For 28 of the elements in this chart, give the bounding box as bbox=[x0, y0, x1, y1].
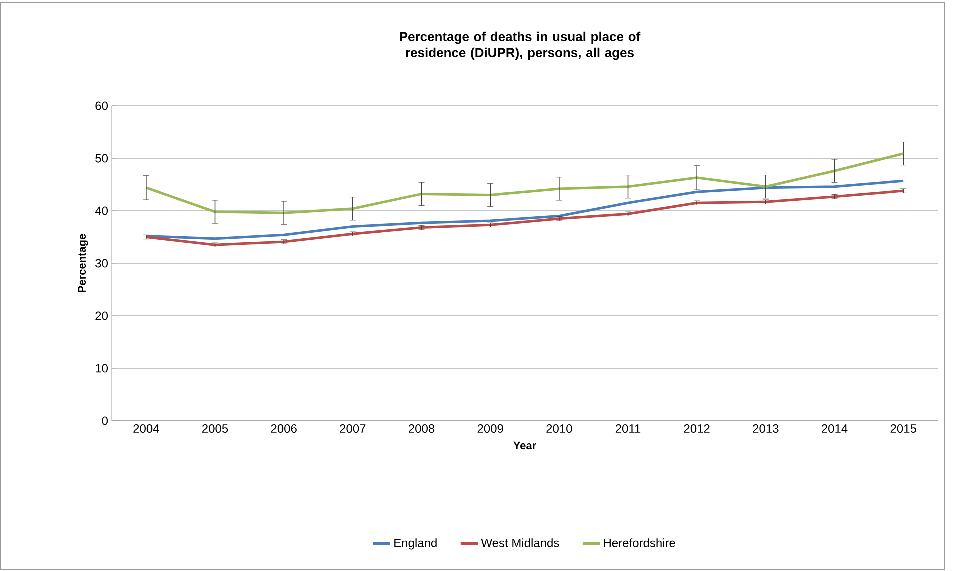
y-tick-label: 60 bbox=[96, 102, 108, 110]
x-tick-label: 2012 bbox=[684, 424, 710, 434]
legend-label: Herefordshire bbox=[604, 538, 676, 548]
y-tick-label: 40 bbox=[95, 206, 108, 216]
x-tick-label: 2005 bbox=[202, 424, 228, 434]
x-tick-label: 2014 bbox=[822, 424, 848, 434]
y-tick-label: 20 bbox=[96, 312, 108, 320]
x-tick-label: 2009 bbox=[478, 424, 504, 434]
x-tick-label: 2011 bbox=[616, 424, 641, 434]
x-tick-label: 2007 bbox=[340, 424, 366, 434]
legend-label: West Midlands bbox=[481, 538, 560, 548]
x-tick-label: 2004 bbox=[134, 424, 160, 434]
x-tick-label: 2008 bbox=[409, 424, 435, 434]
legend-label: England bbox=[394, 538, 437, 550]
x-tick-label: 2013 bbox=[753, 424, 779, 434]
x-tick-label: 2006 bbox=[271, 424, 297, 434]
y-tick-label: 50 bbox=[96, 154, 108, 163]
x-tick-label: 2010 bbox=[546, 424, 572, 434]
y-tick-label: 10 bbox=[96, 364, 108, 373]
y-axis-title: Percentage bbox=[78, 234, 88, 292]
y-tick-label: 30 bbox=[96, 259, 108, 268]
x-tick-label: 2015 bbox=[890, 424, 916, 434]
y-tick-label: 0 bbox=[102, 416, 108, 426]
chart-title: Percentage of deaths in usual place of residence (DiUPR), persons, all ages bbox=[400, 32, 641, 60]
x-axis-title: Year bbox=[514, 442, 536, 450]
line-series bbox=[145, 152, 905, 214]
line-series bbox=[145, 180, 905, 240]
line-series bbox=[145, 190, 905, 246]
